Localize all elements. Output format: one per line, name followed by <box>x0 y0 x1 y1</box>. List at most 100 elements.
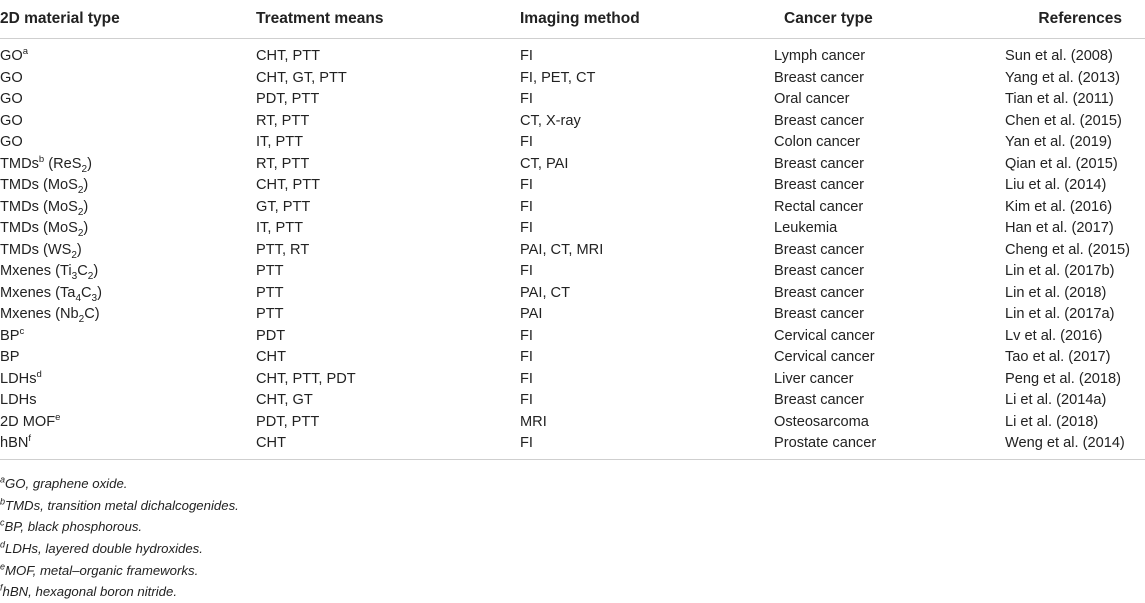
treatment-cell: IT, PTT <box>256 134 304 150</box>
cancer-cell: Colon cancer <box>774 134 860 150</box>
reference-cell: Peng et al. (2018) <box>1005 370 1122 387</box>
imaging-cell: CT, X-ray <box>520 112 581 129</box>
material-cell: TMDs (WS2) <box>0 241 82 261</box>
table-row: GO IT, PTT FI Colon cancer Yan et al. (2019) <box>0 132 1145 154</box>
treatment-cell: CHT, PTT <box>256 177 321 193</box>
footnote: fhBN, hexagonal boron nitride. <box>0 583 177 600</box>
imaging-cell: CT, PAI <box>520 155 569 172</box>
treatment-cell: CHT <box>256 349 286 365</box>
footnote: bTMDs, transition metal dichalcogenides. <box>0 496 239 513</box>
material-cell: hBNf <box>0 433 256 460</box>
table-body: GOa CHT, PTT FI Lymph cancer Sun et al. (200… <box>0 39 1145 460</box>
imaging-cell: FI <box>520 349 533 365</box>
table-row: BP CHT FI Cervical cancer Tao et al. (2017) <box>0 347 1145 369</box>
imaging-cell: FI <box>520 327 533 344</box>
treatment-cell: PTT <box>256 306 284 322</box>
imaging-cell: PAI, CT <box>520 284 571 301</box>
cancer-cell: Breast cancer <box>774 284 865 301</box>
cancer-cell: Breast cancer <box>774 155 865 172</box>
table-row: Mxenes (Ti3C2) PTT FI Breast cancer Lin et a… <box>0 261 1145 283</box>
material-cell: TMDs (MoS2) <box>0 198 89 218</box>
material-cell: TMDs (MoS2) <box>0 220 89 239</box>
treatment-cell: GT, PTT <box>256 198 311 215</box>
treatment-cell: CHT, PTT <box>256 48 321 64</box>
treatment-cell: PTT <box>256 263 284 279</box>
reference-cell: Weng et al. (2014) <box>1005 433 1145 460</box>
imaging-cell: MRI <box>520 413 547 430</box>
material-cell: GO <box>0 112 23 129</box>
material-cell: BPc <box>0 325 25 344</box>
cancer-cell: Breast cancer <box>774 392 865 408</box>
treatment-cell: PTT, RT <box>256 241 310 258</box>
treatment-cell: PDT, PTT <box>256 91 320 107</box>
table-row: LDHsd CHT, PTT, PDT FI Liver cancer Peng et … <box>0 369 1145 391</box>
cancer-cell: Oral cancer <box>774 91 850 107</box>
treatment-cell: PDT, PTT <box>256 413 320 430</box>
material-cell: BP <box>0 349 20 365</box>
material-cell: Mxenes (Nb2C) <box>0 306 100 325</box>
table-row: TMDs (MoS2) IT, PTT FI Leukemia Han et al. (… <box>0 218 1145 240</box>
cancer-cell: Cervical cancer <box>774 327 875 344</box>
header-references: References <box>1005 0 1145 39</box>
reference-cell: Lin et al. (2017b) <box>1005 263 1115 279</box>
imaging-cell: FI <box>520 370 533 387</box>
material-cell: GO <box>0 134 23 150</box>
reference-cell: Liu et al. (2014) <box>1005 177 1107 193</box>
imaging-cell: FI <box>520 392 533 408</box>
reference-cell: Sun et al. (2008) <box>1005 48 1113 64</box>
treatment-cell: IT, PTT <box>256 220 304 236</box>
footnote: aGO, graphene oxide. <box>0 474 128 491</box>
reference-cell: Yang et al. (2013) <box>1005 69 1120 86</box>
header-imaging: Imaging method <box>520 0 774 39</box>
table-row: TMDs (MoS2) GT, PTT FI Rectal cancer Kim et … <box>0 197 1145 219</box>
imaging-cell: FI <box>520 177 533 193</box>
table-row: GO PDT, PTT FI Oral cancer Tian et al. (2011… <box>0 89 1145 111</box>
header-row: 2D material type Treatment means Imaging… <box>0 0 1145 39</box>
cancer-cell: Breast cancer <box>774 306 865 322</box>
material-cell: GO <box>0 69 23 86</box>
cancer-cell: Lymph cancer <box>774 48 866 64</box>
treatment-cell: RT, PTT <box>256 155 310 172</box>
cancer-cell: Liver cancer <box>774 370 854 387</box>
material-cell: Mxenes (Ti3C2) <box>0 263 99 282</box>
cancer-cell: Breast cancer <box>774 177 865 193</box>
footnote: eMOF, metal–organic frameworks. <box>0 561 199 578</box>
cancer-cell: Breast cancer <box>774 241 865 258</box>
treatment-cell: CHT, GT <box>256 392 313 408</box>
table-row: GOa CHT, PTT FI Lymph cancer Sun et al. (200… <box>0 39 1145 68</box>
material-cell: GO <box>0 91 23 107</box>
reference-cell: Han et al. (2017) <box>1005 220 1114 236</box>
imaging-cell: FI <box>520 220 533 236</box>
table-row: BPc PDT FI Cervical cancer Lv et al. (2016) <box>0 326 1145 348</box>
cancer-cell: Osteosarcoma <box>774 413 869 430</box>
material-cell: TMDs (MoS2) <box>0 177 89 196</box>
reference-cell: Tian et al. (2011) <box>1005 91 1114 107</box>
table-row: TMDs (WS2) PTT, RT PAI, CT, MRI Breast canc… <box>0 240 1145 262</box>
reference-cell: Lv et al. (2016) <box>1005 327 1103 344</box>
material-cell: TMDsb (ReS2) <box>0 153 92 175</box>
reference-cell: Chen et al. (2015) <box>1005 112 1122 129</box>
footnote: dLDHs, layered double hydroxides. <box>0 539 203 557</box>
imaging-cell: FI <box>520 134 533 150</box>
material-cell: LDHsd <box>0 368 42 387</box>
reference-cell: Yan et al. (2019) <box>1005 134 1112 150</box>
cancer-cell: Leukemia <box>774 220 838 236</box>
header-cancer: Cancer type <box>774 0 1005 39</box>
header-material: 2D material type <box>0 0 256 39</box>
table-row: GO CHT, GT, PTT FI, PET, CT Breast cancer Ya… <box>0 68 1145 90</box>
table-row: TMDs (MoS2) CHT, PTT FI Breast cancer Liu et… <box>0 175 1145 197</box>
treatment-cell: RT, PTT <box>256 112 310 129</box>
imaging-cell: FI <box>520 263 533 279</box>
treatment-cell: CHT, GT, PTT <box>256 69 347 86</box>
treatment-cell: PTT <box>256 284 284 301</box>
table-row: TMDsb (ReS2) RT, PTT CT, PAI Breast cancer Q… <box>0 154 1145 176</box>
reference-cell: Lin et al. (2018) <box>1005 284 1107 301</box>
material-cell: GOa <box>0 46 28 64</box>
materials-table: 2D material type Treatment means Imaging… <box>0 0 1145 460</box>
table-row: GO RT, PTT CT, X-ray Breast cancer Chen et a… <box>0 111 1145 133</box>
imaging-cell: FI <box>520 433 774 460</box>
imaging-cell: FI <box>520 91 533 107</box>
treatment-cell: PDT <box>256 327 286 344</box>
table-row: LDHs CHT, GT FI Breast cancer Li et al. (201… <box>0 390 1145 412</box>
